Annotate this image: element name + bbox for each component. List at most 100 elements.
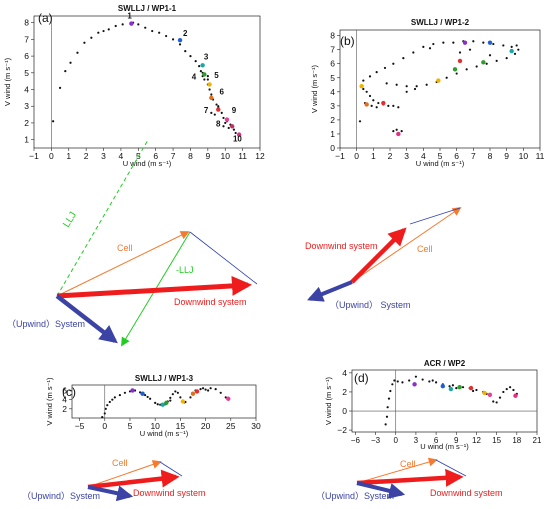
- highlight-point: [364, 102, 369, 107]
- data-point: [199, 388, 202, 391]
- x-tick-label: 0: [354, 151, 359, 161]
- data-point: [206, 75, 209, 78]
- panel-label: (d): [354, 371, 369, 385]
- x-tick-label: 15: [176, 421, 186, 431]
- llj-vector: [56, 139, 149, 297]
- x-tick-label: 11: [238, 151, 247, 161]
- data-point: [224, 121, 227, 125]
- highlight-point: [229, 124, 235, 129]
- data-point: [482, 41, 485, 44]
- data-point: [385, 82, 388, 85]
- data-point: [64, 70, 67, 73]
- data-point: [103, 412, 106, 415]
- data-point: [495, 59, 498, 63]
- data-point: [408, 379, 411, 382]
- point-number-label: 9: [232, 106, 237, 115]
- highlight-point: [396, 131, 401, 137]
- data-point: [118, 393, 121, 397]
- highlight-point: [448, 386, 454, 392]
- neg-llj-label: -LLJ: [176, 265, 194, 275]
- point-number-label: 3: [204, 52, 209, 61]
- data-point: [513, 52, 517, 55]
- data-point: [445, 76, 448, 79]
- y-tick-label: 2: [342, 387, 347, 397]
- x-axis-label: U wind (m s⁻¹): [123, 159, 172, 168]
- data-point: [425, 83, 428, 86]
- x-tick-label: 12: [472, 436, 481, 445]
- data-point: [201, 387, 205, 390]
- highlight-point: [209, 95, 214, 101]
- data-point: [194, 60, 197, 63]
- y-tick-label: 4: [62, 395, 67, 405]
- data-point: [222, 125, 225, 128]
- data-point: [505, 387, 508, 391]
- point-number-label: 4: [192, 72, 197, 81]
- data-point: [108, 400, 111, 404]
- data-point: [492, 400, 495, 403]
- plot-frame: [339, 29, 541, 149]
- data-point: [383, 66, 387, 70]
- x-tick-label: 30: [251, 421, 261, 431]
- x-tick-label: 12: [255, 151, 265, 161]
- downwind-label: Downwind system: [305, 241, 378, 251]
- highlight-point: [224, 117, 230, 122]
- data-point: [461, 386, 465, 389]
- plot-b: SWLLJ / WP1-2(b)−1 0 1 2 3 4 5 6 7 8 9 10 1101234567…: [310, 18, 545, 168]
- point-number-label: 7: [204, 106, 209, 115]
- x-tick-label: 15: [492, 436, 501, 445]
- downwind-vector: [350, 227, 407, 284]
- x-tick-label: 4: [421, 151, 426, 161]
- y-tick-label: 5: [330, 73, 335, 83]
- plot-a: SWLLJ / WP1-1(a)−10123456789101112123456…: [3, 4, 265, 168]
- data-point: [455, 387, 458, 390]
- cell-top-connector: [189, 231, 258, 285]
- downwind-label: Downwind system: [133, 488, 206, 498]
- data-point: [204, 388, 207, 391]
- data-point: [217, 105, 220, 108]
- highlight-point: [180, 399, 186, 404]
- cell-label: Cell: [112, 458, 128, 468]
- x-tick-label: 4: [119, 151, 124, 161]
- data-point: [432, 42, 435, 46]
- cell-vector: [56, 231, 190, 297]
- x-tick-label: 20: [201, 421, 211, 431]
- llj-label: LLJ: [61, 210, 79, 230]
- data-point: [121, 23, 124, 26]
- data-point: [370, 104, 373, 107]
- data-point: [222, 116, 225, 120]
- y-tick-label: 0: [342, 406, 347, 416]
- x-tick-label: 11: [536, 151, 545, 161]
- data-point: [106, 404, 109, 407]
- plot-frame: [33, 15, 261, 149]
- data-point: [52, 120, 55, 123]
- plot-title: SWLLJ / WP1-1: [118, 4, 177, 13]
- highlight-point: [487, 392, 493, 397]
- data-point: [362, 79, 365, 82]
- data-point: [178, 43, 182, 46]
- data-point: [76, 51, 79, 54]
- y-tick-label: 2: [62, 404, 67, 414]
- upwind-vector: [87, 485, 134, 502]
- data-point: [179, 396, 182, 399]
- highlight-point: [440, 384, 446, 389]
- x-tick-label: 3: [101, 151, 106, 161]
- data-point: [428, 47, 432, 50]
- data-point: [219, 391, 222, 394]
- data-point: [206, 78, 209, 81]
- highlight-point: [468, 385, 474, 391]
- x-tick-label: 5: [438, 151, 443, 161]
- x-tick-label: 1: [66, 151, 71, 161]
- x-axis-label: U wind (m s⁻¹): [420, 442, 469, 451]
- data-point: [392, 104, 395, 107]
- data-point: [144, 26, 147, 29]
- x-axis-label: U wind (m s⁻¹): [416, 159, 465, 168]
- highlight-point: [481, 60, 486, 65]
- data-point: [405, 90, 408, 93]
- data-point: [368, 75, 372, 78]
- data-point: [210, 93, 213, 96]
- downwind-vector: [56, 275, 252, 299]
- cell-label: Cell: [417, 244, 433, 254]
- data-point: [209, 387, 212, 390]
- data-point: [392, 62, 395, 65]
- x-tick-label: 3: [414, 436, 419, 445]
